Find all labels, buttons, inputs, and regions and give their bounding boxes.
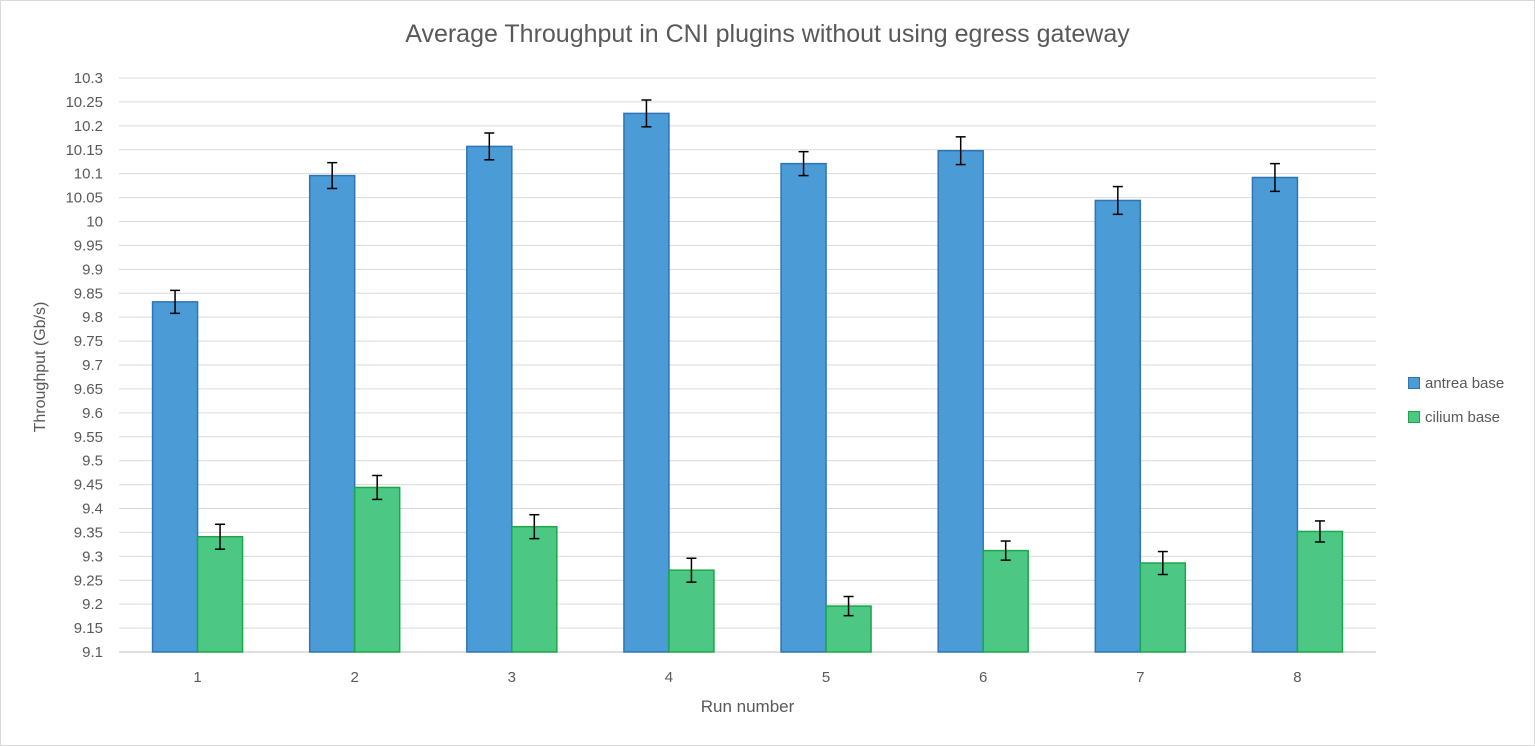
y-tick-label: 9.15 (74, 620, 103, 637)
legend-label-antrea: antrea base (1425, 374, 1505, 392)
y-tick-label: 10.15 (65, 142, 103, 159)
x-tick-label: 8 (1293, 669, 1301, 686)
bar-cilium (1296, 530, 1344, 653)
x-axis-title: Run number (700, 697, 795, 716)
y-tick-label: 9.25 (74, 572, 103, 589)
y-tick-label: 9.8 (82, 309, 103, 326)
y-tick-label: 9.3 (82, 548, 103, 565)
legend: antrea base cilium base (1408, 373, 1504, 441)
x-tick-label: 6 (979, 669, 987, 686)
y-tick-label: 9.65 (74, 381, 103, 398)
bar-cilium (511, 525, 558, 653)
y-tick-label: 9.1 (82, 644, 103, 661)
x-tick-label: 2 (351, 669, 359, 686)
y-tick-label: 9.85 (74, 285, 103, 302)
y-tick-label: 9.75 (74, 333, 103, 350)
y-tick-label: 9.2 (82, 596, 103, 613)
y-tick-label: 9.4 (82, 501, 103, 518)
bar-antrea (466, 145, 513, 653)
bar-cilium (1139, 562, 1187, 653)
bar-antrea (1094, 199, 1142, 653)
x-tick-label: 4 (665, 669, 673, 686)
bar-antrea (1251, 176, 1299, 653)
bar-antrea (780, 162, 827, 653)
bar-antrea (151, 301, 199, 653)
bar-cilium (982, 549, 1029, 653)
bar-antrea (937, 149, 984, 653)
y-tick-label: 9.7 (82, 357, 103, 374)
y-tick-label: 9.35 (74, 524, 103, 541)
legend-swatch-antrea (1408, 377, 1420, 389)
y-tick-label: 10 (86, 214, 103, 231)
y-tick-label: 10.25 (65, 94, 103, 111)
chart-title: Average Throughput in CNI plugins withou… (405, 20, 1130, 48)
bar-cilium (353, 486, 401, 653)
bar-cilium (668, 569, 715, 653)
y-tick-label: 9.6 (82, 405, 103, 422)
y-tick-label: 9.55 (74, 429, 103, 446)
x-tick-label: 3 (508, 669, 516, 686)
legend-label-cilium: cilium base (1425, 408, 1501, 426)
y-tick-label: 10.1 (74, 166, 103, 183)
legend-item-cilium: cilium base (1408, 407, 1504, 427)
bar-antrea (623, 112, 670, 653)
y-tick-label: 9.95 (74, 237, 103, 254)
bar-antrea (308, 174, 356, 653)
y-tick-label: 9.5 (82, 453, 103, 470)
legend-swatch-cilium (1408, 411, 1420, 423)
legend-item-antrea: antrea base (1408, 373, 1504, 393)
x-tick-label: 5 (822, 669, 830, 686)
x-tick-label: 1 (193, 669, 201, 686)
x-tick-label: 7 (1136, 669, 1144, 686)
y-tick-label: 10.3 (74, 70, 103, 87)
y-tick-label: 9.45 (74, 477, 103, 494)
y-tick-label: 10.2 (74, 118, 103, 135)
bar-cilium (196, 535, 244, 653)
y-tick-label: 10.05 (65, 190, 103, 207)
y-tick-label: 9.9 (82, 261, 103, 278)
